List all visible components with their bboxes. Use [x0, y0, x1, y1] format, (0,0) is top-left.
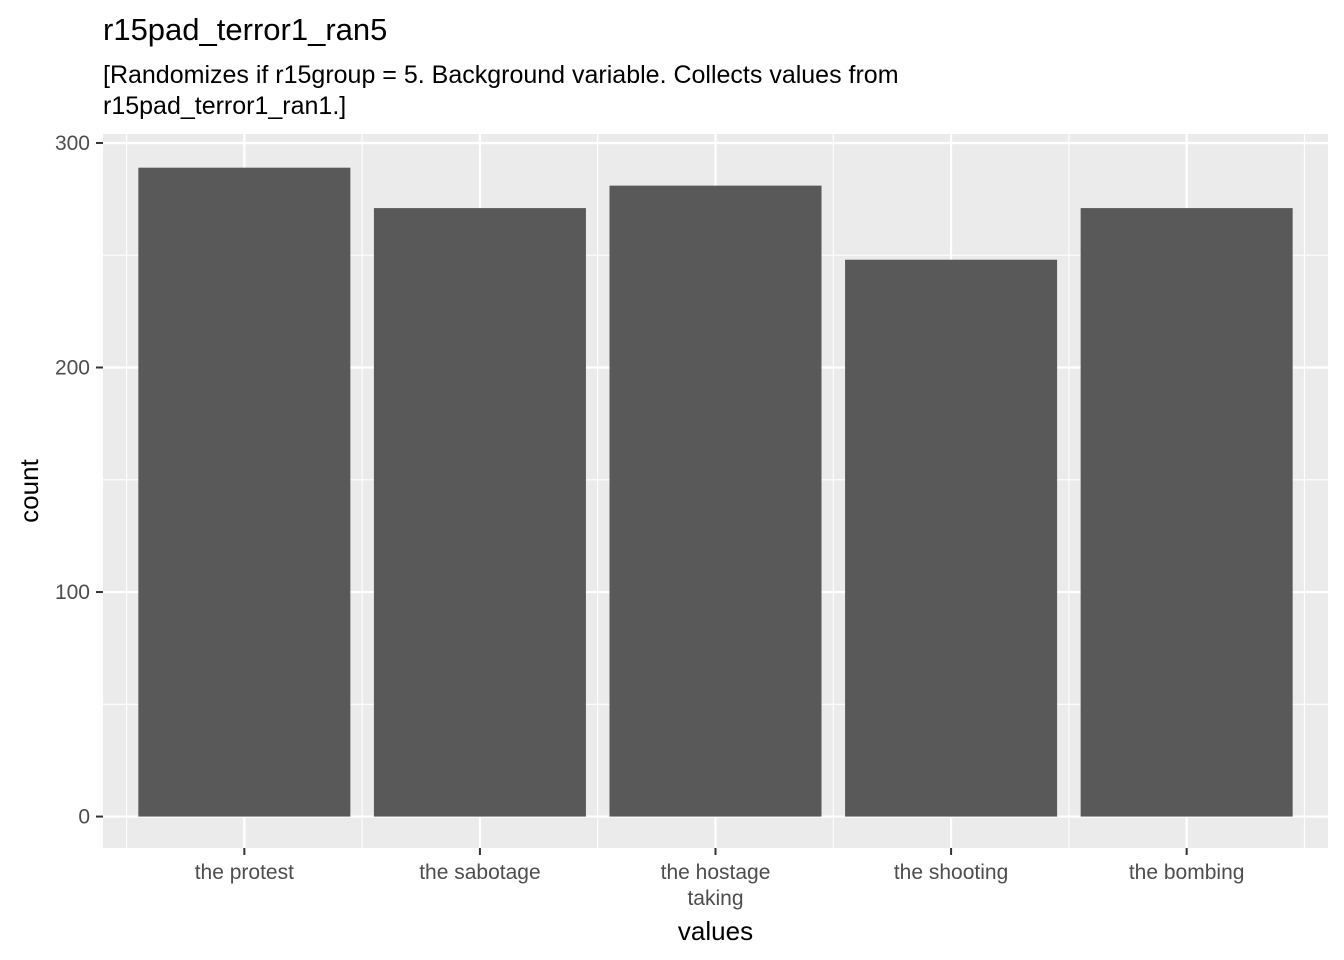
chart-title: r15pad_terror1_ran5 [103, 12, 388, 47]
chart-subtitle-line-1: [Randomizes if r15group = 5. Background … [103, 61, 899, 89]
bars [138, 167, 1293, 817]
y-tick-label: 200 [55, 357, 90, 380]
y-tick-label: 0 [78, 806, 90, 829]
bar [845, 259, 1058, 817]
x-axis: the protest the sabotage the hostage taking… [195, 848, 1245, 910]
bar [609, 185, 822, 817]
y-tick-label: 100 [55, 581, 90, 604]
bar [373, 208, 586, 817]
bar [1080, 208, 1293, 817]
x-tick-label: the hostage taking [661, 861, 771, 910]
x-axis-title: values [678, 916, 753, 946]
y-axis-title: count [14, 458, 44, 522]
x-tick-label: the bombing [1129, 861, 1245, 884]
chart-subtitle: [Randomizes if r15group = 5. Background … [103, 60, 1103, 122]
bar [138, 167, 351, 817]
chart-subtitle-line-2: r15pad_terror1_ran1.] [103, 92, 347, 120]
x-tick-label: the sabotage [419, 861, 540, 884]
y-tick-label: 300 [55, 132, 90, 155]
y-axis: 0 100 200 300 [55, 132, 103, 829]
x-tick-label: the protest [195, 861, 294, 884]
x-tick-label: the shooting [894, 861, 1008, 884]
